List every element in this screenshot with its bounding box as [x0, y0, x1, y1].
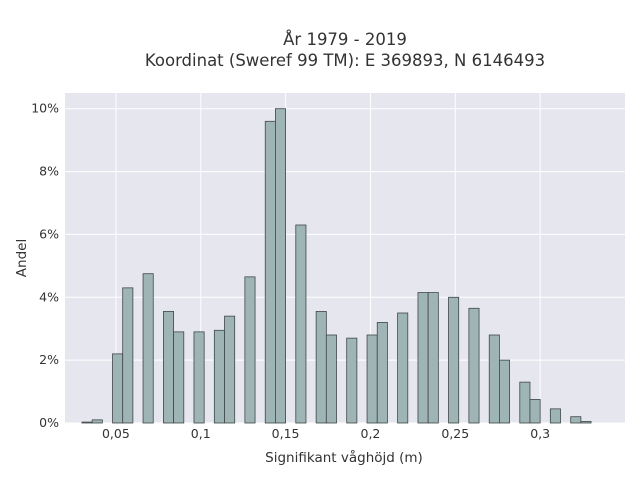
- histogram-bar: [163, 311, 174, 424]
- chart-subtitle: Koordinat (Sweref 99 TM): E 369893, N 61…: [145, 51, 545, 70]
- histogram-bar: [570, 416, 582, 424]
- x-tick-label: 0,3: [530, 426, 550, 441]
- histogram-bar: [397, 312, 409, 424]
- y-tick-label: 6%: [39, 226, 59, 241]
- histogram-bar: [122, 287, 134, 424]
- plot-area: [65, 93, 625, 423]
- y-axis-ticks: 0% 2% 4% 6% 8% 10%: [31, 101, 59, 430]
- y-tick-label: 8%: [39, 164, 59, 179]
- histogram-bar: [529, 399, 541, 424]
- histogram-bar: [295, 224, 307, 424]
- x-tick-label: 0,2: [361, 426, 381, 441]
- x-axis-title: Signifikant våghöjd (m): [265, 449, 423, 466]
- y-tick-label: 10%: [31, 101, 59, 116]
- histogram-bar: [193, 331, 205, 424]
- histogram-bar: [376, 322, 388, 424]
- x-tick-label: 0,15: [272, 426, 300, 441]
- x-axis-ticks: 0,05 0,1 0,15 0,2 0,25 0,3: [102, 426, 550, 441]
- histogram-bar: [549, 408, 561, 424]
- histogram-bar: [427, 292, 439, 424]
- histogram-bar: [275, 108, 287, 424]
- histogram-bar: [468, 307, 480, 424]
- y-tick-label: 0%: [39, 415, 59, 430]
- y-tick-label: 4%: [39, 289, 59, 304]
- histogram-bar: [580, 421, 592, 424]
- histogram-bar: [499, 359, 511, 424]
- histogram-bar: [91, 419, 103, 424]
- histogram-bar: [112, 353, 124, 424]
- histogram-bar: [325, 334, 337, 424]
- x-tick-label: 0,05: [102, 426, 130, 441]
- histogram-bar: [315, 311, 327, 424]
- histogram-bar: [488, 334, 500, 424]
- histogram-bar: [173, 331, 185, 424]
- histogram-bar: [346, 337, 358, 424]
- x-tick-label: 0,25: [441, 426, 469, 441]
- histogram-bar: [213, 329, 225, 424]
- histogram-bar: [366, 334, 378, 424]
- histogram-bar: [264, 120, 276, 424]
- x-tick-label: 0,1: [191, 426, 211, 441]
- histogram-bar: [142, 273, 154, 424]
- histogram-bar: [417, 292, 429, 424]
- chart-title: År 1979 - 2019: [283, 30, 407, 49]
- y-axis-title: Andel: [14, 239, 30, 277]
- histogram-bars: [81, 108, 592, 424]
- histogram-bar: [244, 276, 256, 424]
- histogram-bar: [224, 315, 236, 424]
- histogram-bar: [448, 296, 460, 424]
- histogram-bar: [81, 421, 93, 424]
- y-tick-label: 2%: [39, 352, 59, 367]
- histogram-bar: [519, 381, 531, 424]
